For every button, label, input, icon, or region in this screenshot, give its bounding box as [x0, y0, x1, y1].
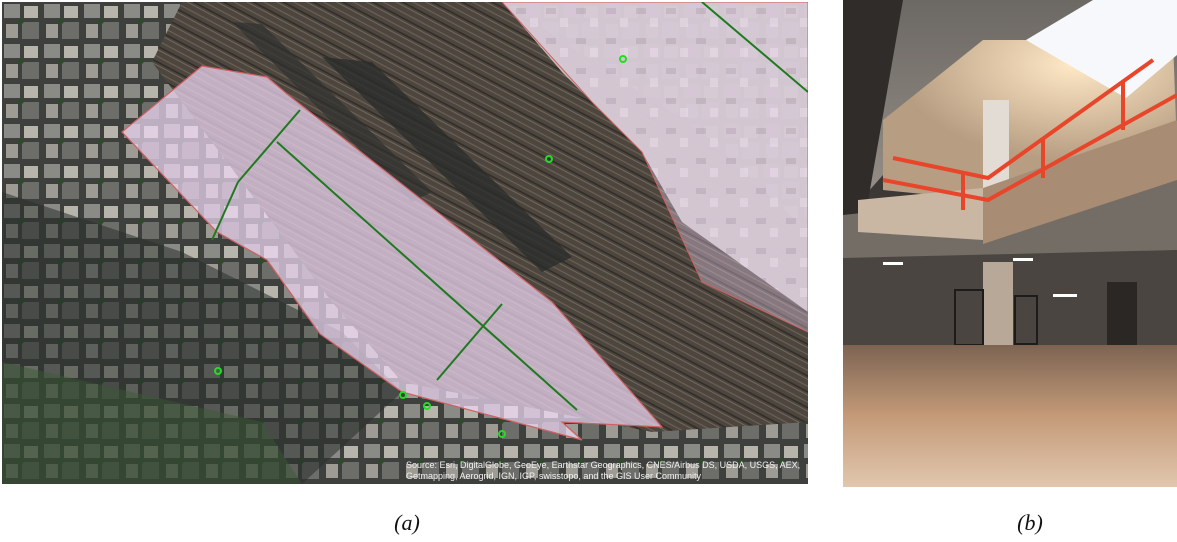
survey-line: [237, 109, 301, 183]
caption-a: (a): [394, 510, 420, 535]
ceiling-light: [1013, 258, 1033, 261]
left-wall: [843, 0, 903, 260]
map-marker: [498, 430, 506, 438]
railing-mid: [882, 93, 1177, 203]
survey-line: [701, 2, 808, 93]
marker-group: [214, 55, 627, 438]
tree-line: [2, 362, 302, 484]
ceiling-light: [1053, 294, 1077, 297]
dark-street-zone: [2, 192, 402, 484]
caption-b: (b): [1017, 510, 1043, 535]
skylight: [1026, 0, 1177, 98]
slab-edge-right: [983, 120, 1177, 244]
survey-line: [276, 141, 578, 411]
map-marker: [545, 155, 553, 163]
doorway: [1107, 282, 1137, 350]
survey-line: [211, 181, 239, 241]
satellite-map-panel: Source: Esri, DigitalGlobe, GeoEye, Eart…: [2, 2, 808, 484]
ceiling-light: [883, 262, 903, 265]
survey-lines: [211, 2, 808, 411]
map-marker: [214, 367, 222, 375]
map-attribution-line1: Source: Esri, DigitalGlobe, GeoEye, Eart…: [406, 460, 800, 470]
dusty-floor: [843, 345, 1177, 487]
study-site-polygon-2: [501, 2, 808, 333]
map-marker: [423, 402, 431, 410]
railing-top: [892, 58, 1155, 181]
interior-photo: [843, 0, 1177, 487]
map-marker: [619, 55, 627, 63]
scaffold-frame: [1014, 295, 1038, 345]
interior-photo-panel: [843, 0, 1177, 487]
slab-edge: [858, 188, 983, 240]
platform-shed: [232, 22, 432, 202]
satellite-map: Source: Esri, DigitalGlobe, GeoEye, Eart…: [2, 2, 808, 484]
map-attribution-line2: Getmapping, Aerogrid, IGN, IGP, swisstop…: [406, 471, 701, 481]
platform-shed: [322, 57, 572, 272]
construction-yard: [502, 2, 808, 312]
red-railing: [882, 58, 1177, 210]
survey-line: [436, 303, 503, 381]
lower-column: [983, 262, 1013, 358]
map-marker: [399, 391, 407, 399]
